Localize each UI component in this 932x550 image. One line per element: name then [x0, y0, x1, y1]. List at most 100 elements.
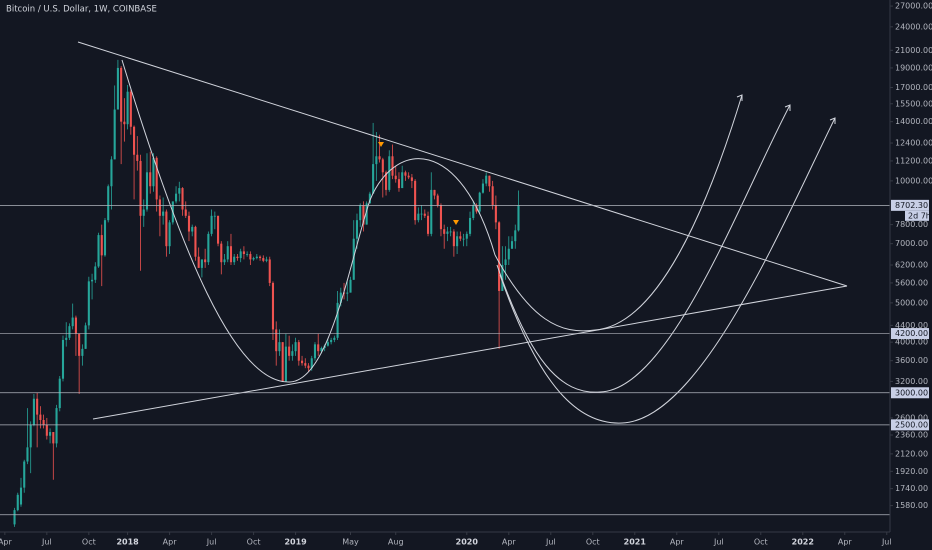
candle-body [478, 192, 481, 212]
curve [369, 158, 496, 256]
candle-body [123, 121, 126, 125]
candle-body [349, 279, 352, 293]
candle-body [23, 461, 26, 488]
candle-body [372, 164, 375, 194]
candle-body [207, 233, 210, 263]
candle-body [494, 205, 497, 223]
x-tick-label: 2022 [792, 538, 814, 547]
level-label-box [891, 199, 929, 211]
candle-body [262, 258, 265, 261]
level-label-box [891, 419, 929, 431]
x-tick-label: Apr [838, 538, 853, 547]
candle-body [288, 346, 291, 356]
y-tick-label: 10000.00 [895, 176, 932, 185]
candle-body [71, 317, 74, 327]
candle-body [456, 236, 459, 247]
candle-body [58, 378, 61, 409]
candle-body [175, 193, 178, 202]
candle-body [510, 241, 514, 249]
candle-body [452, 231, 455, 247]
candle-body [61, 339, 65, 379]
candle-body [417, 213, 420, 221]
x-tick-label: 2021 [624, 538, 647, 547]
candle-body [481, 183, 485, 193]
arrow-head [829, 117, 836, 124]
candle-body [355, 220, 359, 239]
candle-body [52, 432, 55, 444]
candle-body [317, 344, 320, 352]
level-label-box [891, 387, 929, 399]
time-scale [0, 532, 890, 550]
countdown-box [905, 210, 929, 221]
candle-body [16, 494, 19, 511]
candle-body [84, 325, 87, 349]
candle-body [249, 254, 252, 260]
candle-body [107, 186, 110, 221]
candle-body [443, 229, 446, 234]
y-tick-label: 24000.00 [895, 22, 932, 31]
candle-body [110, 159, 113, 187]
candle-body [113, 109, 116, 160]
candle-body [126, 91, 129, 125]
candle-body [220, 243, 223, 263]
x-tick-label: Oct [247, 538, 261, 547]
candle-body [297, 342, 300, 361]
candle-body [391, 156, 394, 176]
candle-body [103, 220, 107, 256]
candle-body [213, 215, 216, 217]
candle-body [136, 154, 139, 161]
candle-body [407, 175, 410, 178]
y-tick-label: 14000.00 [895, 117, 932, 126]
candles [13, 59, 520, 527]
candle-body [433, 189, 436, 196]
y-tick-label: 17000.00 [895, 83, 932, 92]
candle-body [462, 238, 465, 240]
candle-body [36, 398, 39, 415]
y-tick-label: 12400.00 [895, 139, 932, 148]
y-tick-label: 5000.00 [895, 298, 928, 307]
level-label: 4200.00 [895, 329, 928, 338]
candle-body [158, 199, 161, 216]
candle-body [449, 231, 452, 233]
candle-body [268, 259, 271, 283]
candle-body [410, 177, 413, 181]
candle-body [197, 256, 200, 268]
candle-body [187, 215, 191, 232]
candle-body [210, 215, 213, 234]
candle-body [239, 251, 242, 259]
candle-body [485, 175, 488, 184]
candle-body [42, 419, 45, 425]
candle-body [423, 213, 426, 216]
x-tick-label: May [342, 538, 359, 547]
candle-body [472, 205, 475, 218]
candle-body [352, 238, 355, 280]
candle-body [320, 347, 323, 352]
candle-body [87, 281, 90, 326]
levels [0, 204, 890, 516]
x-tick-label: Apr [0, 538, 12, 547]
candle-body [181, 188, 184, 210]
candle-body [368, 193, 371, 204]
level-label-box [891, 328, 929, 340]
candle-body [359, 205, 362, 221]
x-tick-label: Apr [502, 538, 517, 547]
candle-body [365, 203, 368, 225]
x-tick-label: Apr [670, 538, 685, 547]
candle-body [397, 179, 401, 189]
level-label: 8702.30 [895, 201, 928, 210]
candle-body [229, 246, 233, 263]
candle-body [375, 156, 378, 165]
candle-body [278, 342, 281, 352]
candle-body [346, 292, 349, 294]
candle-body [49, 432, 52, 436]
candle-body [514, 230, 517, 242]
candle-body [265, 259, 268, 261]
candle-body [304, 363, 307, 366]
candle-body [498, 222, 501, 291]
candle-body [381, 159, 384, 173]
candle-body [217, 215, 220, 244]
candle-body [168, 222, 171, 247]
